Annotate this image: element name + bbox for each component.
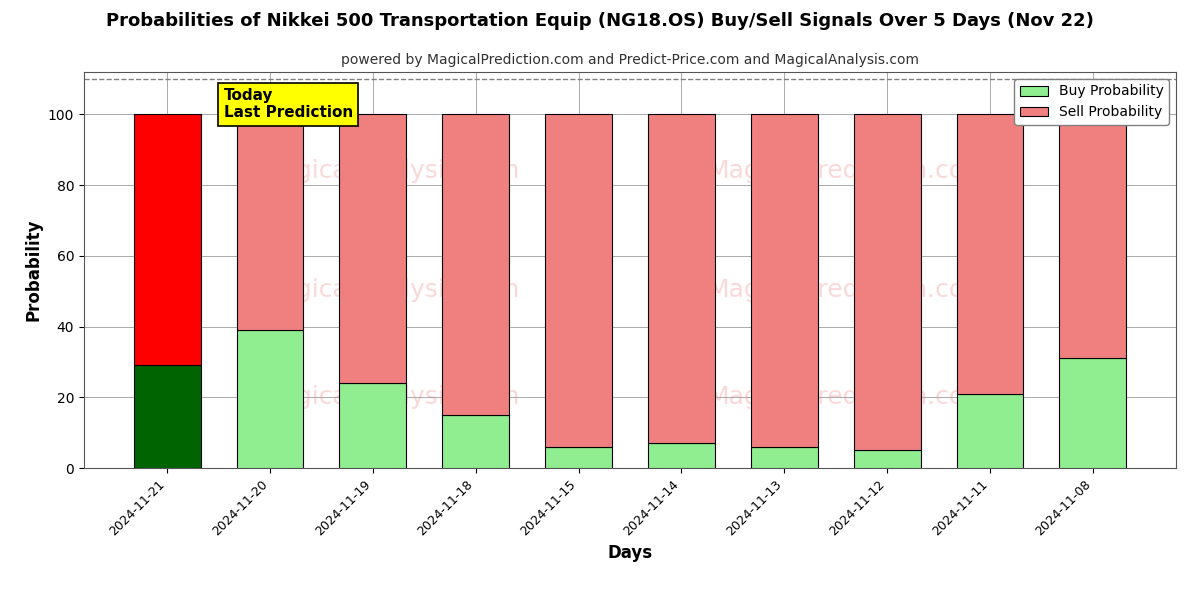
Bar <box>133 115 200 365</box>
Text: MagicalPrediction.com: MagicalPrediction.com <box>708 385 989 409</box>
Bar <box>340 115 407 383</box>
Legend: Buy Probability, Sell Probability: Buy Probability, Sell Probability <box>1014 79 1169 125</box>
Text: MagicalAnalysis.com: MagicalAnalysis.com <box>259 385 520 409</box>
Bar <box>751 447 817 468</box>
Bar <box>1060 358 1127 468</box>
Bar <box>443 415 509 468</box>
Bar <box>751 115 817 447</box>
Text: MagicalPrediction.com: MagicalPrediction.com <box>708 278 989 302</box>
Bar <box>133 365 200 468</box>
Text: Probabilities of Nikkei 500 Transportation Equip (NG18.OS) Buy/Sell Signals Over: Probabilities of Nikkei 500 Transportati… <box>106 12 1094 30</box>
Bar <box>853 451 920 468</box>
Bar <box>1060 115 1127 358</box>
Bar <box>340 383 407 468</box>
Bar <box>648 443 715 468</box>
Text: Today
Last Prediction: Today Last Prediction <box>223 88 353 121</box>
Bar <box>236 115 304 330</box>
Bar <box>443 115 509 415</box>
Bar <box>648 115 715 443</box>
Bar <box>956 394 1024 468</box>
Text: MagicalAnalysis.com: MagicalAnalysis.com <box>259 278 520 302</box>
Title: powered by MagicalPrediction.com and Predict-Price.com and MagicalAnalysis.com: powered by MagicalPrediction.com and Pre… <box>341 53 919 67</box>
Y-axis label: Probability: Probability <box>24 219 42 321</box>
Bar <box>956 115 1024 394</box>
Bar <box>545 115 612 447</box>
Bar <box>545 447 612 468</box>
Text: MagicalPrediction.com: MagicalPrediction.com <box>708 159 989 183</box>
X-axis label: Days: Days <box>607 544 653 562</box>
Text: MagicalAnalysis.com: MagicalAnalysis.com <box>259 159 520 183</box>
Bar <box>236 330 304 468</box>
Bar <box>853 115 920 451</box>
